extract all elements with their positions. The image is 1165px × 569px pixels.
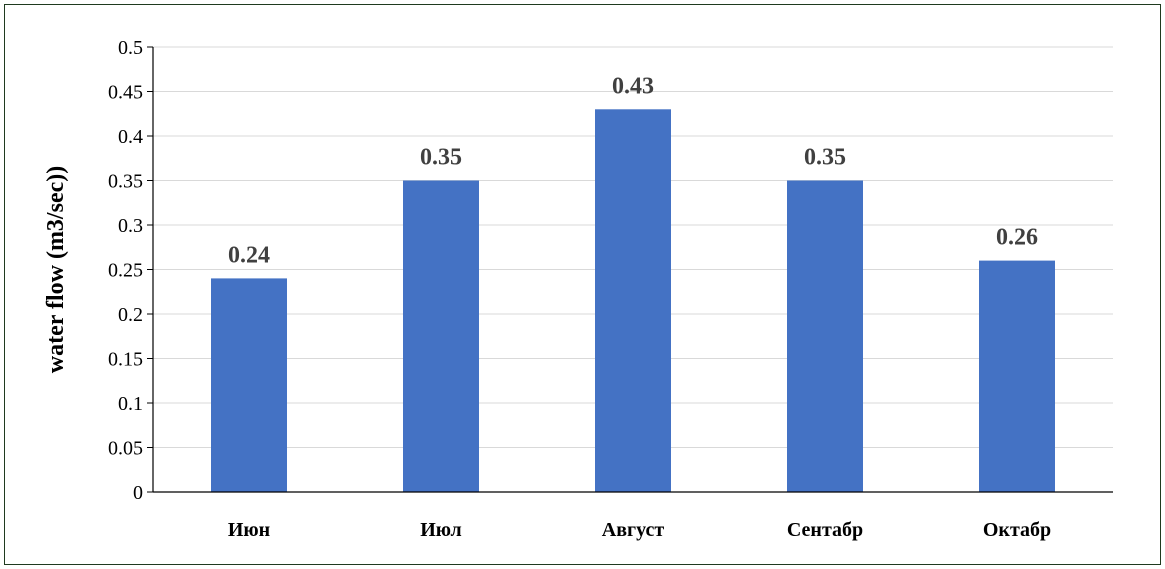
data-label: 0.35 [804, 145, 846, 171]
bar [979, 260, 1055, 492]
data-label: 0.24 [228, 242, 270, 268]
y-tick-label: 0.2 [118, 304, 143, 326]
data-labels: 0.24 0.35 0.43 0.35 0.26 [228, 73, 1038, 268]
x-category-label: Июн [228, 519, 270, 541]
x-category-label: Октабр [983, 519, 1051, 541]
y-tick-label: 0.05 [108, 438, 143, 460]
x-category-label: Август [602, 519, 665, 541]
x-category-label: Сентабр [787, 519, 863, 541]
bar [211, 278, 287, 492]
data-label: 0.26 [996, 225, 1038, 251]
y-tick-label: 0.45 [108, 82, 143, 104]
y-tick-label: 0.4 [118, 126, 143, 148]
bars [211, 109, 1055, 493]
y-tick-label: 0.15 [108, 349, 143, 371]
bar-chart: 0 0.05 0.1 0.15 0.2 0.25 0.3 0.35 0.4 0.45 0.5 Июн… [43, 37, 1113, 541]
y-tick-label: 0.35 [108, 171, 143, 193]
y-tick-label: 0.3 [118, 215, 143, 237]
y-axis-title: water flow (m3/sec)) [43, 166, 69, 373]
data-label: 0.35 [420, 145, 462, 171]
data-label: 0.43 [612, 73, 654, 99]
y-tick-label: 0.1 [118, 393, 143, 415]
y-tick-label: 0.25 [108, 260, 143, 282]
x-category-labels: Июн Июл Август Сентабр Октабр [228, 519, 1051, 541]
chart-frame: 0 0.05 0.1 0.15 0.2 0.25 0.3 0.35 0.4 0.45 0.5 Июн… [4, 4, 1161, 565]
bar [595, 109, 671, 493]
y-tick-label: 0 [133, 482, 143, 504]
bar [403, 180, 479, 492]
axes [147, 46, 1113, 493]
x-category-label: Июл [420, 519, 462, 541]
y-tick-label: 0.5 [118, 37, 143, 59]
y-tick-labels: 0 0.05 0.1 0.15 0.2 0.25 0.3 0.35 0.4 0.45 0.5 [108, 37, 143, 504]
bar [787, 180, 863, 492]
